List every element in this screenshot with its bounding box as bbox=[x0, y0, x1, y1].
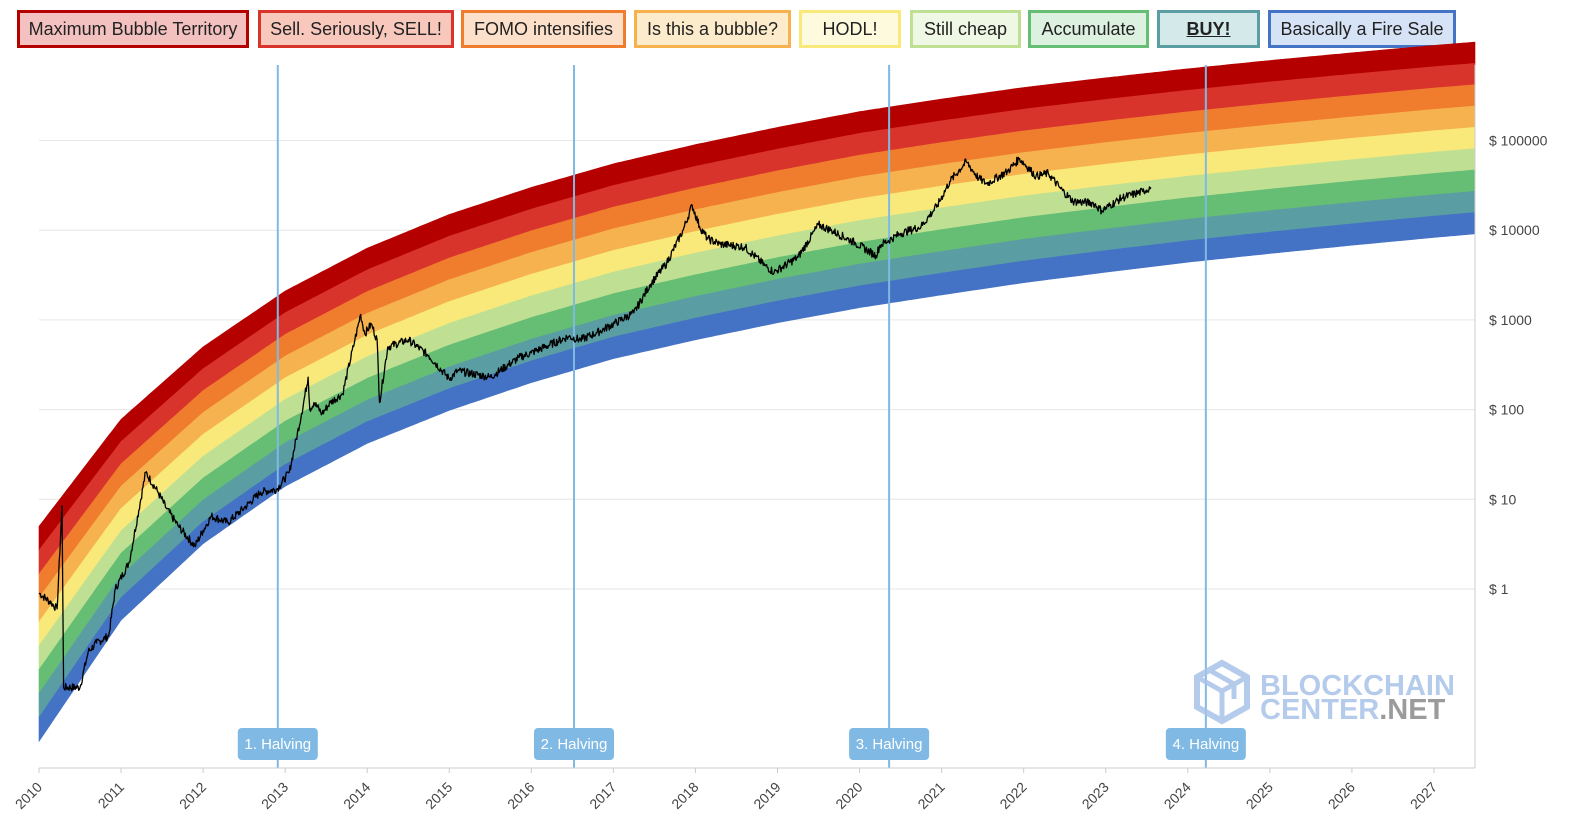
y-tick-label: $ 100 bbox=[1489, 402, 1524, 418]
x-tick-label: 2018 bbox=[668, 779, 701, 812]
price-series bbox=[38, 156, 1152, 692]
x-tick-label: 2016 bbox=[504, 779, 537, 812]
halving-badge-3: 3. Halving bbox=[849, 728, 930, 760]
x-tick-label: 2021 bbox=[914, 779, 947, 812]
x-tick-label: 2013 bbox=[258, 779, 291, 812]
blockchain-cube-logo-icon bbox=[1194, 659, 1250, 725]
axes bbox=[39, 65, 1476, 769]
halving-label: 3. Halving bbox=[856, 736, 923, 753]
halving-badge-2: 2. Halving bbox=[534, 728, 615, 760]
halving-badges: 1. Halving 2. Halving 3. Halving 4. Halving bbox=[237, 728, 1246, 760]
x-tick-label: 2022 bbox=[996, 779, 1029, 812]
watermark-center: CENTER bbox=[1260, 694, 1379, 726]
halving-label: 1. Halving bbox=[244, 736, 311, 753]
legend-item-maximum-bubble-territory[interactable]: Maximum Bubble Territory bbox=[17, 10, 249, 48]
x-tick-label: 2015 bbox=[422, 779, 455, 812]
rainbow-bands bbox=[38, 41, 1476, 743]
x-axis-ticks: 2010 2011 2012 2013 2014 2015 2016 2017 2018 2019… bbox=[12, 768, 1440, 812]
y-axis-ticks: $ 1 $ 10 $ 100 $ 1000 $ 10000 $ 100000 bbox=[1489, 133, 1548, 598]
y-tick-label: $ 1000 bbox=[1489, 312, 1532, 328]
watermark-net: .NET bbox=[1379, 694, 1445, 726]
legend-item-buy[interactable]: BUY! bbox=[1157, 10, 1260, 48]
x-tick-label: 2027 bbox=[1407, 779, 1440, 812]
halving-badge-4: 4. Halving bbox=[1165, 728, 1246, 760]
x-tick-label: 2011 bbox=[95, 779, 128, 812]
halving-lines bbox=[276, 65, 1207, 768]
x-tick-label: 2012 bbox=[176, 779, 209, 812]
x-tick-label: 2026 bbox=[1325, 779, 1358, 812]
legend-item-basically-a-fire-sale[interactable]: Basically a Fire Sale bbox=[1268, 10, 1456, 48]
legend-item-is-this-a-bubble[interactable]: Is this a bubble? bbox=[634, 10, 791, 48]
y-tick-label: $ 1 bbox=[1489, 581, 1509, 597]
legend-item-still-cheap[interactable]: Still cheap bbox=[910, 10, 1021, 48]
y-tick-label: $ 10000 bbox=[1489, 222, 1540, 238]
y-tick-label: $ 10 bbox=[1489, 491, 1516, 507]
halving-badge-1: 1. Halving bbox=[237, 728, 318, 760]
legend-item-fomo-intensifies[interactable]: FOMO intensifies bbox=[461, 10, 626, 48]
watermark-line1: BLOCKCHAIN bbox=[1260, 670, 1455, 702]
halving-label: 2. Halving bbox=[541, 736, 608, 753]
svg-text:CENTER.NET: CENTER.NET bbox=[1260, 694, 1446, 726]
y-tick-label: $ 100000 bbox=[1489, 133, 1548, 149]
x-tick-label: 2023 bbox=[1079, 779, 1112, 812]
watermark: BLOCKCHAIN CENTER.NET bbox=[1194, 659, 1455, 726]
x-tick-label: 2010 bbox=[12, 779, 45, 812]
x-tick-label: 2020 bbox=[832, 779, 865, 812]
halving-label: 4. Halving bbox=[1173, 736, 1240, 753]
price-line bbox=[38, 156, 1152, 692]
legend-item-accumulate[interactable]: Accumulate bbox=[1028, 10, 1149, 48]
x-tick-label: 2024 bbox=[1161, 779, 1194, 812]
legend-item-sell-seriously-sell[interactable]: Sell. Seriously, SELL! bbox=[258, 10, 454, 48]
x-tick-label: 2019 bbox=[750, 779, 783, 812]
x-tick-label: 2017 bbox=[586, 779, 619, 812]
legend-item-hodl[interactable]: HODL! bbox=[799, 10, 901, 48]
x-tick-label: 2025 bbox=[1243, 779, 1276, 812]
x-tick-label: 2014 bbox=[340, 779, 373, 812]
